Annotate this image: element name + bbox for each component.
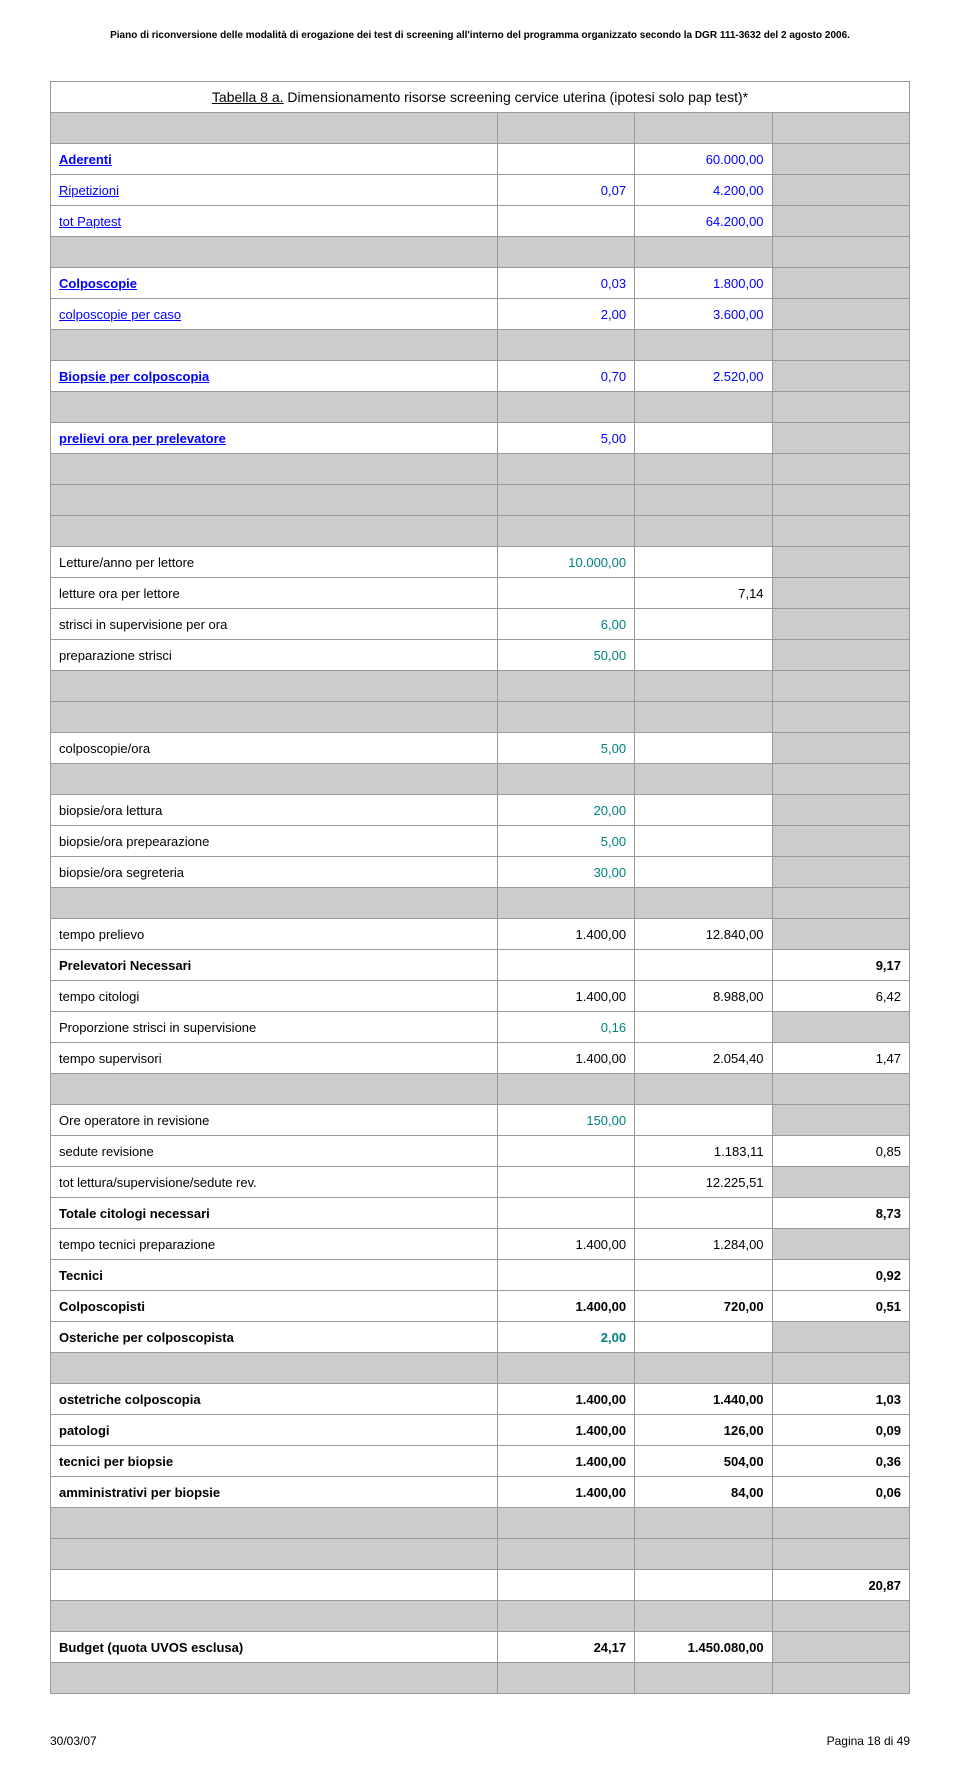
- value: 10.000,00: [497, 547, 634, 578]
- value: 6,00: [497, 609, 634, 640]
- value: 1.400,00: [497, 1229, 634, 1260]
- value: 1.400,00: [497, 981, 634, 1012]
- value: 5,00: [497, 423, 634, 454]
- label: biopsie/ora segreteria: [51, 857, 498, 888]
- value: 1,47: [772, 1043, 909, 1074]
- label: Letture/anno per lettore: [51, 547, 498, 578]
- value: 0,07: [497, 175, 634, 206]
- value: 1.440,00: [635, 1384, 772, 1415]
- value: 20,00: [497, 795, 634, 826]
- value: 2.054,40: [635, 1043, 772, 1074]
- label: Ore operatore in revisione: [51, 1105, 498, 1136]
- label: Proporzione strisci in supervisione: [51, 1012, 498, 1043]
- value: 504,00: [635, 1446, 772, 1477]
- label: ostetriche colposcopia: [51, 1384, 498, 1415]
- label: tempo supervisori: [51, 1043, 498, 1074]
- value: 2,00: [497, 1322, 634, 1353]
- label: amministrativi per biopsie: [51, 1477, 498, 1508]
- value: 0,92: [772, 1260, 909, 1291]
- footer-date: 30/03/07: [50, 1734, 97, 1748]
- value: 1.400,00: [497, 919, 634, 950]
- label: biopsie/ora lettura: [51, 795, 498, 826]
- value: 8,73: [772, 1198, 909, 1229]
- table-title: Tabella 8 a. Dimensionamento risorse scr…: [51, 82, 910, 113]
- value: 2,00: [497, 299, 634, 330]
- label: Totale citologi necessari: [51, 1198, 498, 1229]
- label: Prelevatori Necessari: [51, 950, 498, 981]
- value: 1,03: [772, 1384, 909, 1415]
- label: preparazione strisci: [51, 640, 498, 671]
- value: 2.520,00: [635, 361, 772, 392]
- label: Aderenti: [51, 144, 498, 175]
- value: 3.600,00: [635, 299, 772, 330]
- value: 1.183,11: [635, 1136, 772, 1167]
- page-footer: 30/03/07 Pagina 18 di 49: [50, 1734, 910, 1748]
- value: 64.200,00: [635, 206, 772, 237]
- value: 50,00: [497, 640, 634, 671]
- value: 5,00: [497, 826, 634, 857]
- value: 0,03: [497, 268, 634, 299]
- value: 0,36: [772, 1446, 909, 1477]
- value: 0,16: [497, 1012, 634, 1043]
- label: Budget (quota UVOS esclusa): [51, 1632, 498, 1663]
- value: 1.450.080,00: [635, 1632, 772, 1663]
- value: 1.400,00: [497, 1384, 634, 1415]
- value: 60.000,00: [635, 144, 772, 175]
- value: 6,42: [772, 981, 909, 1012]
- value: 0,85: [772, 1136, 909, 1167]
- value: 4.200,00: [635, 175, 772, 206]
- label: Osteriche per colposcopista: [51, 1322, 498, 1353]
- label: Tecnici: [51, 1260, 498, 1291]
- value: 8.988,00: [635, 981, 772, 1012]
- value: 0,70: [497, 361, 634, 392]
- label: letture ora per lettore: [51, 578, 498, 609]
- value: 84,00: [635, 1477, 772, 1508]
- label: tempo prelievo: [51, 919, 498, 950]
- value: 12.840,00: [635, 919, 772, 950]
- label: sedute revisione: [51, 1136, 498, 1167]
- value: 0,51: [772, 1291, 909, 1322]
- value: 5,00: [497, 733, 634, 764]
- label: tot lettura/supervisione/sedute rev.: [51, 1167, 498, 1198]
- value: 24,17: [497, 1632, 634, 1663]
- label: tempo citologi: [51, 981, 498, 1012]
- label: colposcopie per caso: [51, 299, 498, 330]
- value: 0,09: [772, 1415, 909, 1446]
- label: tecnici per biopsie: [51, 1446, 498, 1477]
- main-table: Tabella 8 a. Dimensionamento risorse scr…: [50, 81, 910, 1694]
- value: 20,87: [772, 1570, 909, 1601]
- value: 1.284,00: [635, 1229, 772, 1260]
- value: 12.225,51: [635, 1167, 772, 1198]
- value: 1.400,00: [497, 1415, 634, 1446]
- value: 1.400,00: [497, 1477, 634, 1508]
- value: 9,17: [772, 950, 909, 981]
- value: 1.400,00: [497, 1291, 634, 1322]
- label: Colposcopisti: [51, 1291, 498, 1322]
- label: patologi: [51, 1415, 498, 1446]
- label: tot Paptest: [51, 206, 498, 237]
- value: 0,06: [772, 1477, 909, 1508]
- label: Ripetizioni: [51, 175, 498, 206]
- page-header: Piano di riconversione delle modalità di…: [50, 30, 910, 41]
- footer-page: Pagina 18 di 49: [827, 1734, 910, 1748]
- label: Biopsie per colposcopia: [51, 361, 498, 392]
- value: 7,14: [635, 578, 772, 609]
- value: 1.400,00: [497, 1446, 634, 1477]
- label: prelievi ora per prelevatore: [51, 423, 498, 454]
- label: strisci in supervisione per ora: [51, 609, 498, 640]
- label: biopsie/ora prepearazione: [51, 826, 498, 857]
- value: 1.400,00: [497, 1043, 634, 1074]
- value: 126,00: [635, 1415, 772, 1446]
- value: 30,00: [497, 857, 634, 888]
- label: tempo tecnici preparazione: [51, 1229, 498, 1260]
- label: Colposcopie: [51, 268, 498, 299]
- label: colposcopie/ora: [51, 733, 498, 764]
- value: 1.800,00: [635, 268, 772, 299]
- value: 150,00: [497, 1105, 634, 1136]
- value: 720,00: [635, 1291, 772, 1322]
